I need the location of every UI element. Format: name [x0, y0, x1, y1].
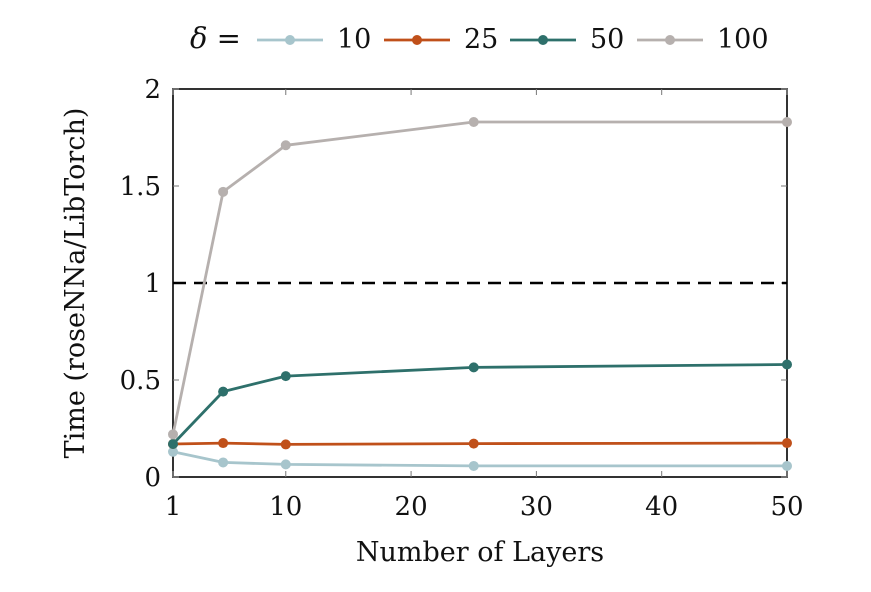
plot-area: 1 10 20 30 40 50 0 0.5 1 1.5 2: [120, 75, 804, 522]
x-tick-label: 30: [520, 492, 553, 522]
series-line-100: [171, 120, 787, 435]
legend-swatch-marker-100: [665, 35, 675, 45]
data-point-10: [218, 457, 229, 468]
x-tick-label: 10: [269, 492, 302, 522]
data-point-100: [168, 429, 178, 440]
data-point-10: [468, 460, 479, 471]
data-point-10: [168, 446, 178, 457]
x-axis-label: Number of Layers: [356, 537, 604, 568]
legend-swatch-marker-50: [538, 35, 548, 45]
y-tick-label: 1.5: [120, 172, 161, 202]
data-point-25: [280, 439, 291, 450]
data-point-50: [782, 359, 792, 370]
y-axis-label: Time (roseNNa/LibTorch): [60, 108, 91, 459]
x-tick-label: 50: [770, 492, 803, 522]
data-point-50: [218, 386, 229, 397]
y-tick-label: 2: [144, 75, 161, 105]
legend: δ = 10 25 50 100: [190, 21, 769, 55]
x-tick-label: 1: [165, 492, 182, 522]
data-point-25: [468, 438, 479, 449]
data-point-25: [782, 438, 792, 449]
data-point-10: [782, 460, 792, 471]
data-point-25: [218, 438, 229, 449]
data-point-50: [280, 371, 291, 382]
data-point-100: [782, 116, 792, 127]
legend-label-25: 25: [464, 24, 498, 55]
x-tick-label: 20: [395, 492, 428, 522]
legend-label-10: 10: [337, 24, 371, 55]
data-point-100: [280, 140, 291, 151]
data-point-100: [468, 116, 479, 127]
legend-label-100: 100: [717, 24, 769, 55]
legend-swatch-marker-25: [412, 35, 422, 45]
x-tick-label: 40: [645, 492, 678, 522]
y-tick-label: 0: [144, 463, 161, 493]
legend-swatch-marker-10: [285, 35, 295, 45]
data-point-50: [168, 439, 178, 450]
y-tick-label: 0.5: [120, 366, 161, 396]
y-tick-label: 1: [144, 269, 161, 299]
legend-label-50: 50: [590, 24, 624, 55]
series-line-50: [171, 363, 788, 445]
data-point-10: [280, 459, 291, 470]
series-line-25: [172, 441, 788, 446]
data-point-100: [218, 186, 229, 197]
data-point-50: [468, 362, 479, 373]
legend-title: δ =: [190, 21, 241, 55]
series-line-10: [172, 450, 787, 468]
